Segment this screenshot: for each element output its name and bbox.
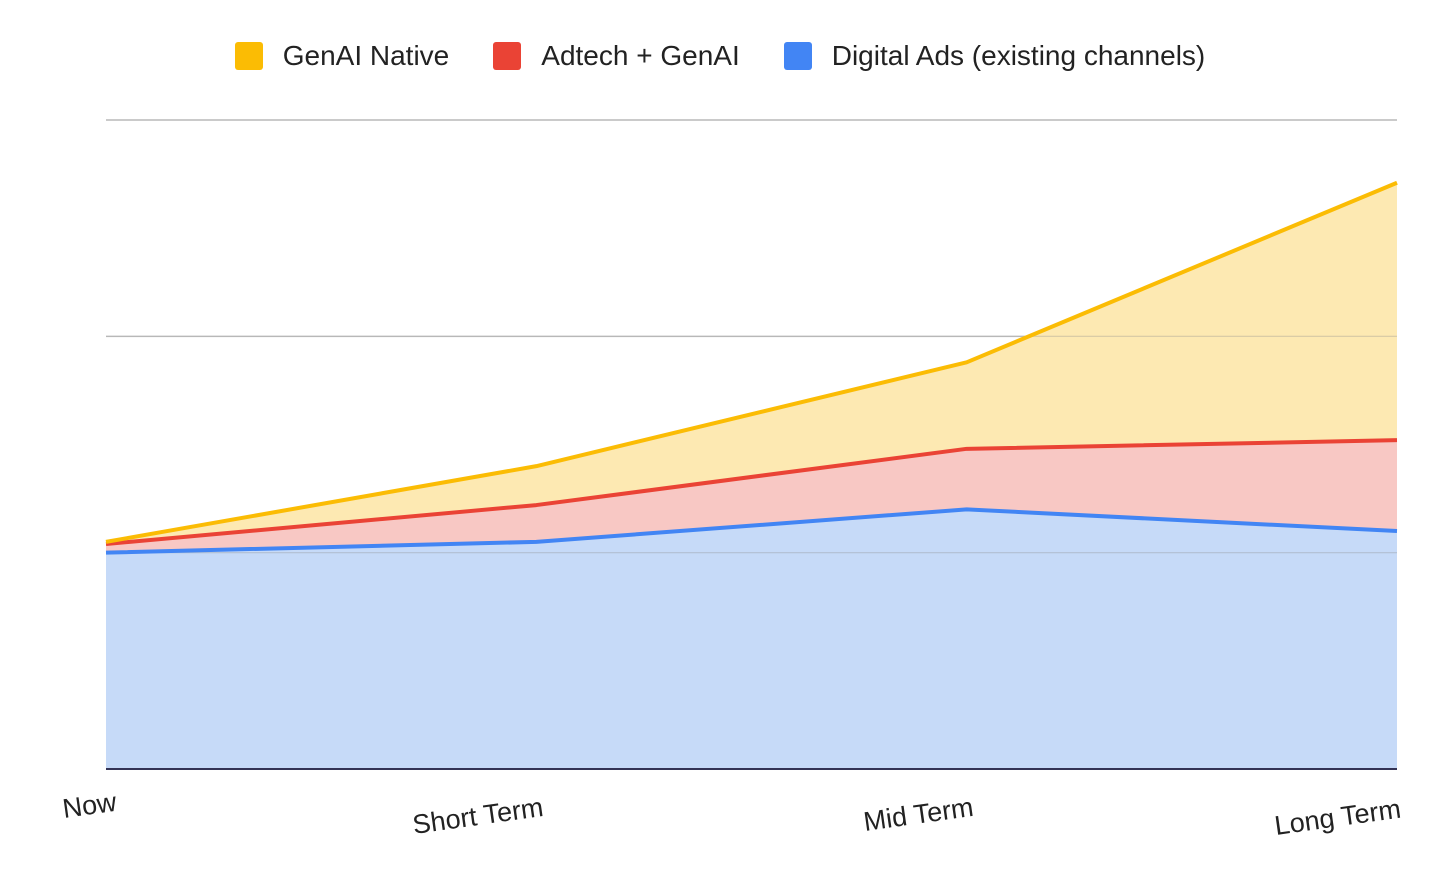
area-digital-ads-existing-channels [106,509,1397,769]
legend-item-adtech-genai: Adtech + GenAI [493,40,740,72]
x-tick-labels: Now Short Term Mid Term Long Term [61,787,1403,841]
series-areas [106,119,1397,769]
legend-swatch-genai-native [234,42,263,70]
line-digital-ads-existing-channels [105,507,1398,555]
legend-swatch-digital-ads [783,42,812,70]
area-genai-native [106,182,1397,545]
x-tick-label-0: Now [61,787,119,824]
series-lines [105,180,1398,555]
legend-item-digital-ads: Digital Ads (existing channels) [783,40,1206,72]
legend-item-genai-native: GenAI Native [234,40,450,72]
line-adtech-genai [105,438,1398,547]
x-tick-label-2: Mid Term [862,792,976,837]
x-tick-label-3: Long Term [1273,794,1403,841]
legend-label-genai-native: GenAI Native [282,40,450,71]
legend-swatch-adtech-genai [493,42,522,70]
chart-legend: GenAI Native Adtech + GenAI Digital Ads … [0,40,1440,72]
area-adtech-genai [106,440,1397,553]
x-tick-label-1: Short Term [411,792,545,840]
line-genai-native [105,180,1398,544]
legend-label-adtech-genai: Adtech + GenAI [541,40,740,71]
legend-label-digital-ads: Digital Ads (existing channels) [831,40,1206,71]
